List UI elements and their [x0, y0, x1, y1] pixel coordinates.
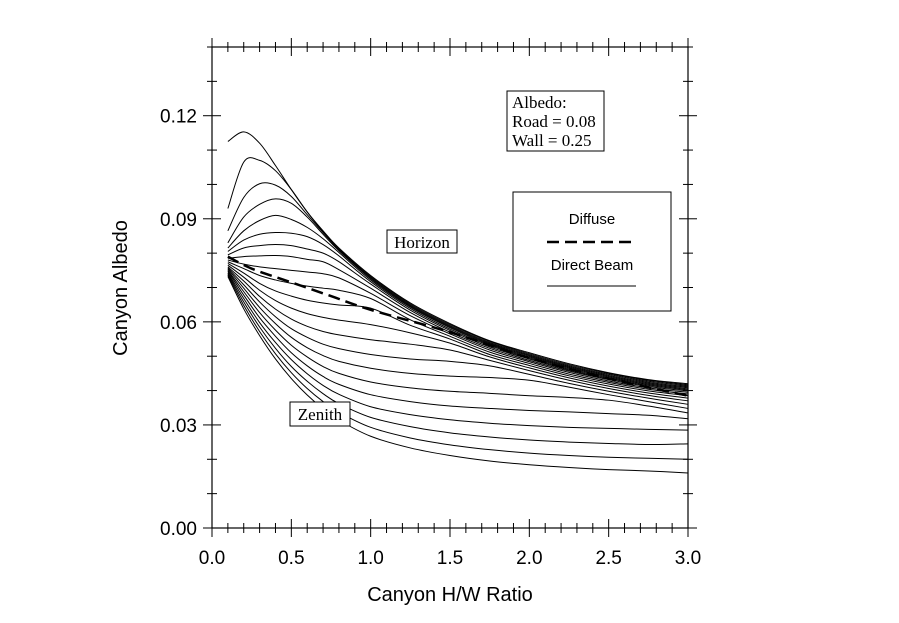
direct-beam-curve-8: [227, 255, 689, 392]
direct-beam-curve-14: [227, 267, 689, 405]
info-box-line-3: Wall = 0.25: [512, 131, 592, 150]
direct-beam-curve-11: [227, 263, 689, 397]
direct-beam-curve-10: [227, 261, 689, 395]
direct-beam-curve-15: [227, 268, 689, 409]
legend-label-direct-beam: Direct Beam: [551, 257, 634, 274]
zenith-annotation: Zenith: [289, 401, 351, 427]
y-tick-label: 0.09: [160, 210, 197, 231]
direct-beam-curve-17: [227, 271, 689, 420]
zenith-label: Zenith: [298, 405, 343, 424]
direct-beam-curve-9: [227, 259, 689, 393]
x-tick-label: 3.0: [675, 548, 701, 569]
direct-beam-curve-2: [227, 157, 689, 386]
info-box-line-1: Albedo:: [512, 93, 567, 112]
direct-beam-curve-19: [227, 273, 689, 446]
x-tick-label: 1.0: [357, 548, 383, 569]
horizon-label: Horizon: [394, 233, 450, 252]
direct-beam-curve-16: [227, 270, 689, 414]
x-tick-label: 0.0: [199, 548, 225, 569]
direct-beam-curve-3: [227, 182, 689, 387]
legend: Diffuse Direct Beam: [512, 191, 672, 312]
y-tick-label: 0.00: [160, 519, 197, 540]
x-axis-title: Canyon H/W Ratio: [367, 584, 533, 606]
x-tick-label: 2.0: [516, 548, 542, 569]
direct-beam-curve-18: [227, 272, 689, 431]
axis-ticks: [203, 38, 697, 537]
direct-beam-curve-12: [227, 264, 689, 399]
y-tick-label: 0.06: [160, 313, 197, 334]
direct-beam-curve-4: [227, 198, 689, 388]
legend-label-diffuse: Diffuse: [569, 211, 615, 228]
y-tick-label: 0.12: [160, 107, 197, 128]
horizon-annotation: Horizon: [386, 229, 458, 254]
x-tick-label: 1.5: [437, 548, 463, 569]
plot-curves: [227, 131, 689, 474]
direct-beam-curve-13: [227, 266, 689, 402]
y-axis-title: Canyon Albedo: [110, 220, 132, 356]
axis-tick-labels: 0.0 0.5 1.0 1.5 2.0 2.5 3.0 0.00 0.03 0.06 0.09 0.1…: [160, 107, 701, 569]
info-box-line-2: Road = 0.08: [512, 112, 596, 131]
info-box: Albedo: Road = 0.08 Wall = 0.25: [506, 90, 605, 152]
x-tick-label: 2.5: [595, 548, 621, 569]
direct-beam-curve-1: [227, 131, 689, 385]
x-tick-label: 0.5: [278, 548, 304, 569]
direct-beam-curve-20: [227, 274, 689, 460]
diffuse-curve: [227, 255, 689, 397]
y-tick-label: 0.03: [160, 416, 197, 437]
direct-beam-curve-21: [227, 276, 689, 474]
